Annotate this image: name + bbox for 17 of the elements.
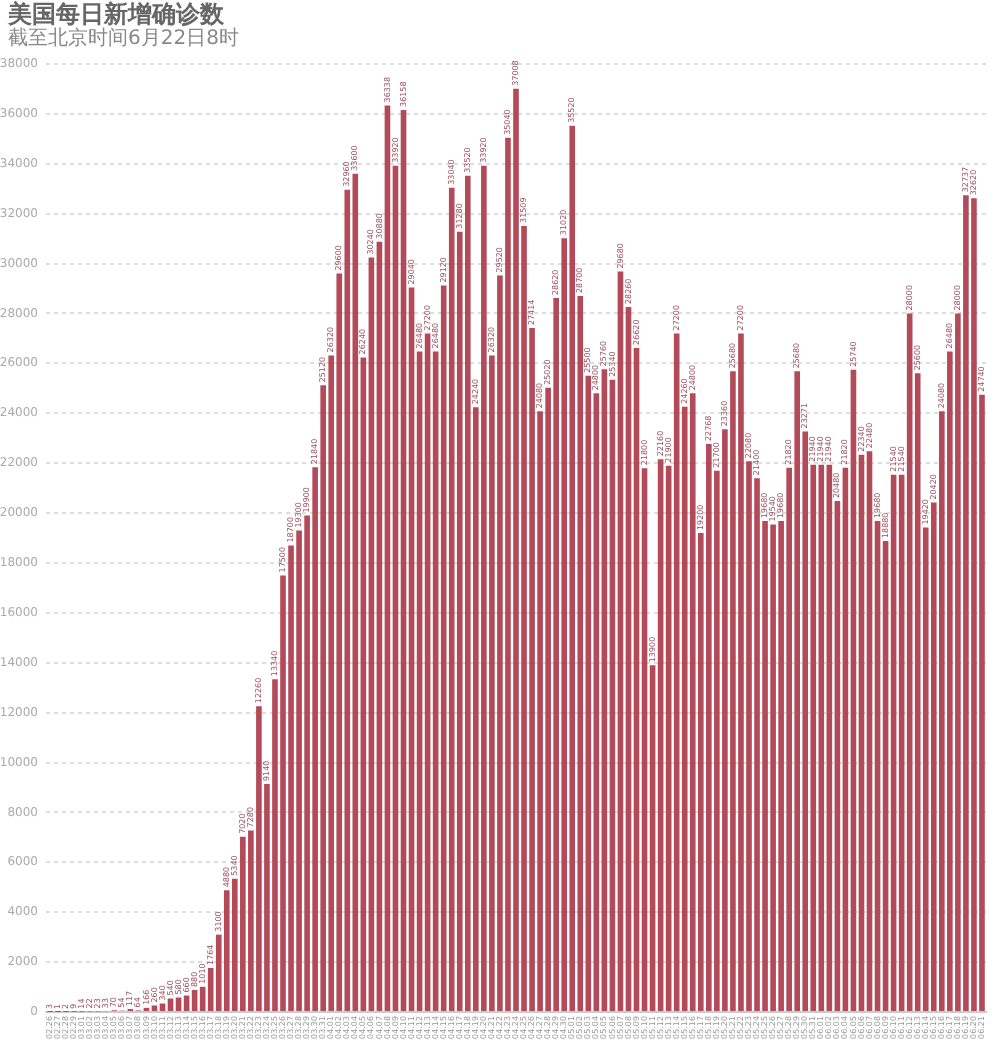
bar <box>464 175 471 1011</box>
chart-title: 美国每日新增确诊数 <box>8 0 224 28</box>
bar <box>738 333 744 1011</box>
chart-subtitle: 截至北京时间6月22日8时 <box>8 28 239 52</box>
bar <box>770 524 776 1011</box>
bar <box>569 125 576 1011</box>
bar <box>513 88 519 1011</box>
bar <box>240 836 246 1011</box>
bar <box>794 371 801 1011</box>
bar <box>256 706 262 1011</box>
bar <box>971 198 977 1011</box>
bar <box>818 464 825 1011</box>
bar <box>689 393 696 1011</box>
bar <box>481 165 487 1011</box>
bar <box>706 444 712 1011</box>
bar <box>448 187 455 1011</box>
bar <box>963 195 969 1011</box>
